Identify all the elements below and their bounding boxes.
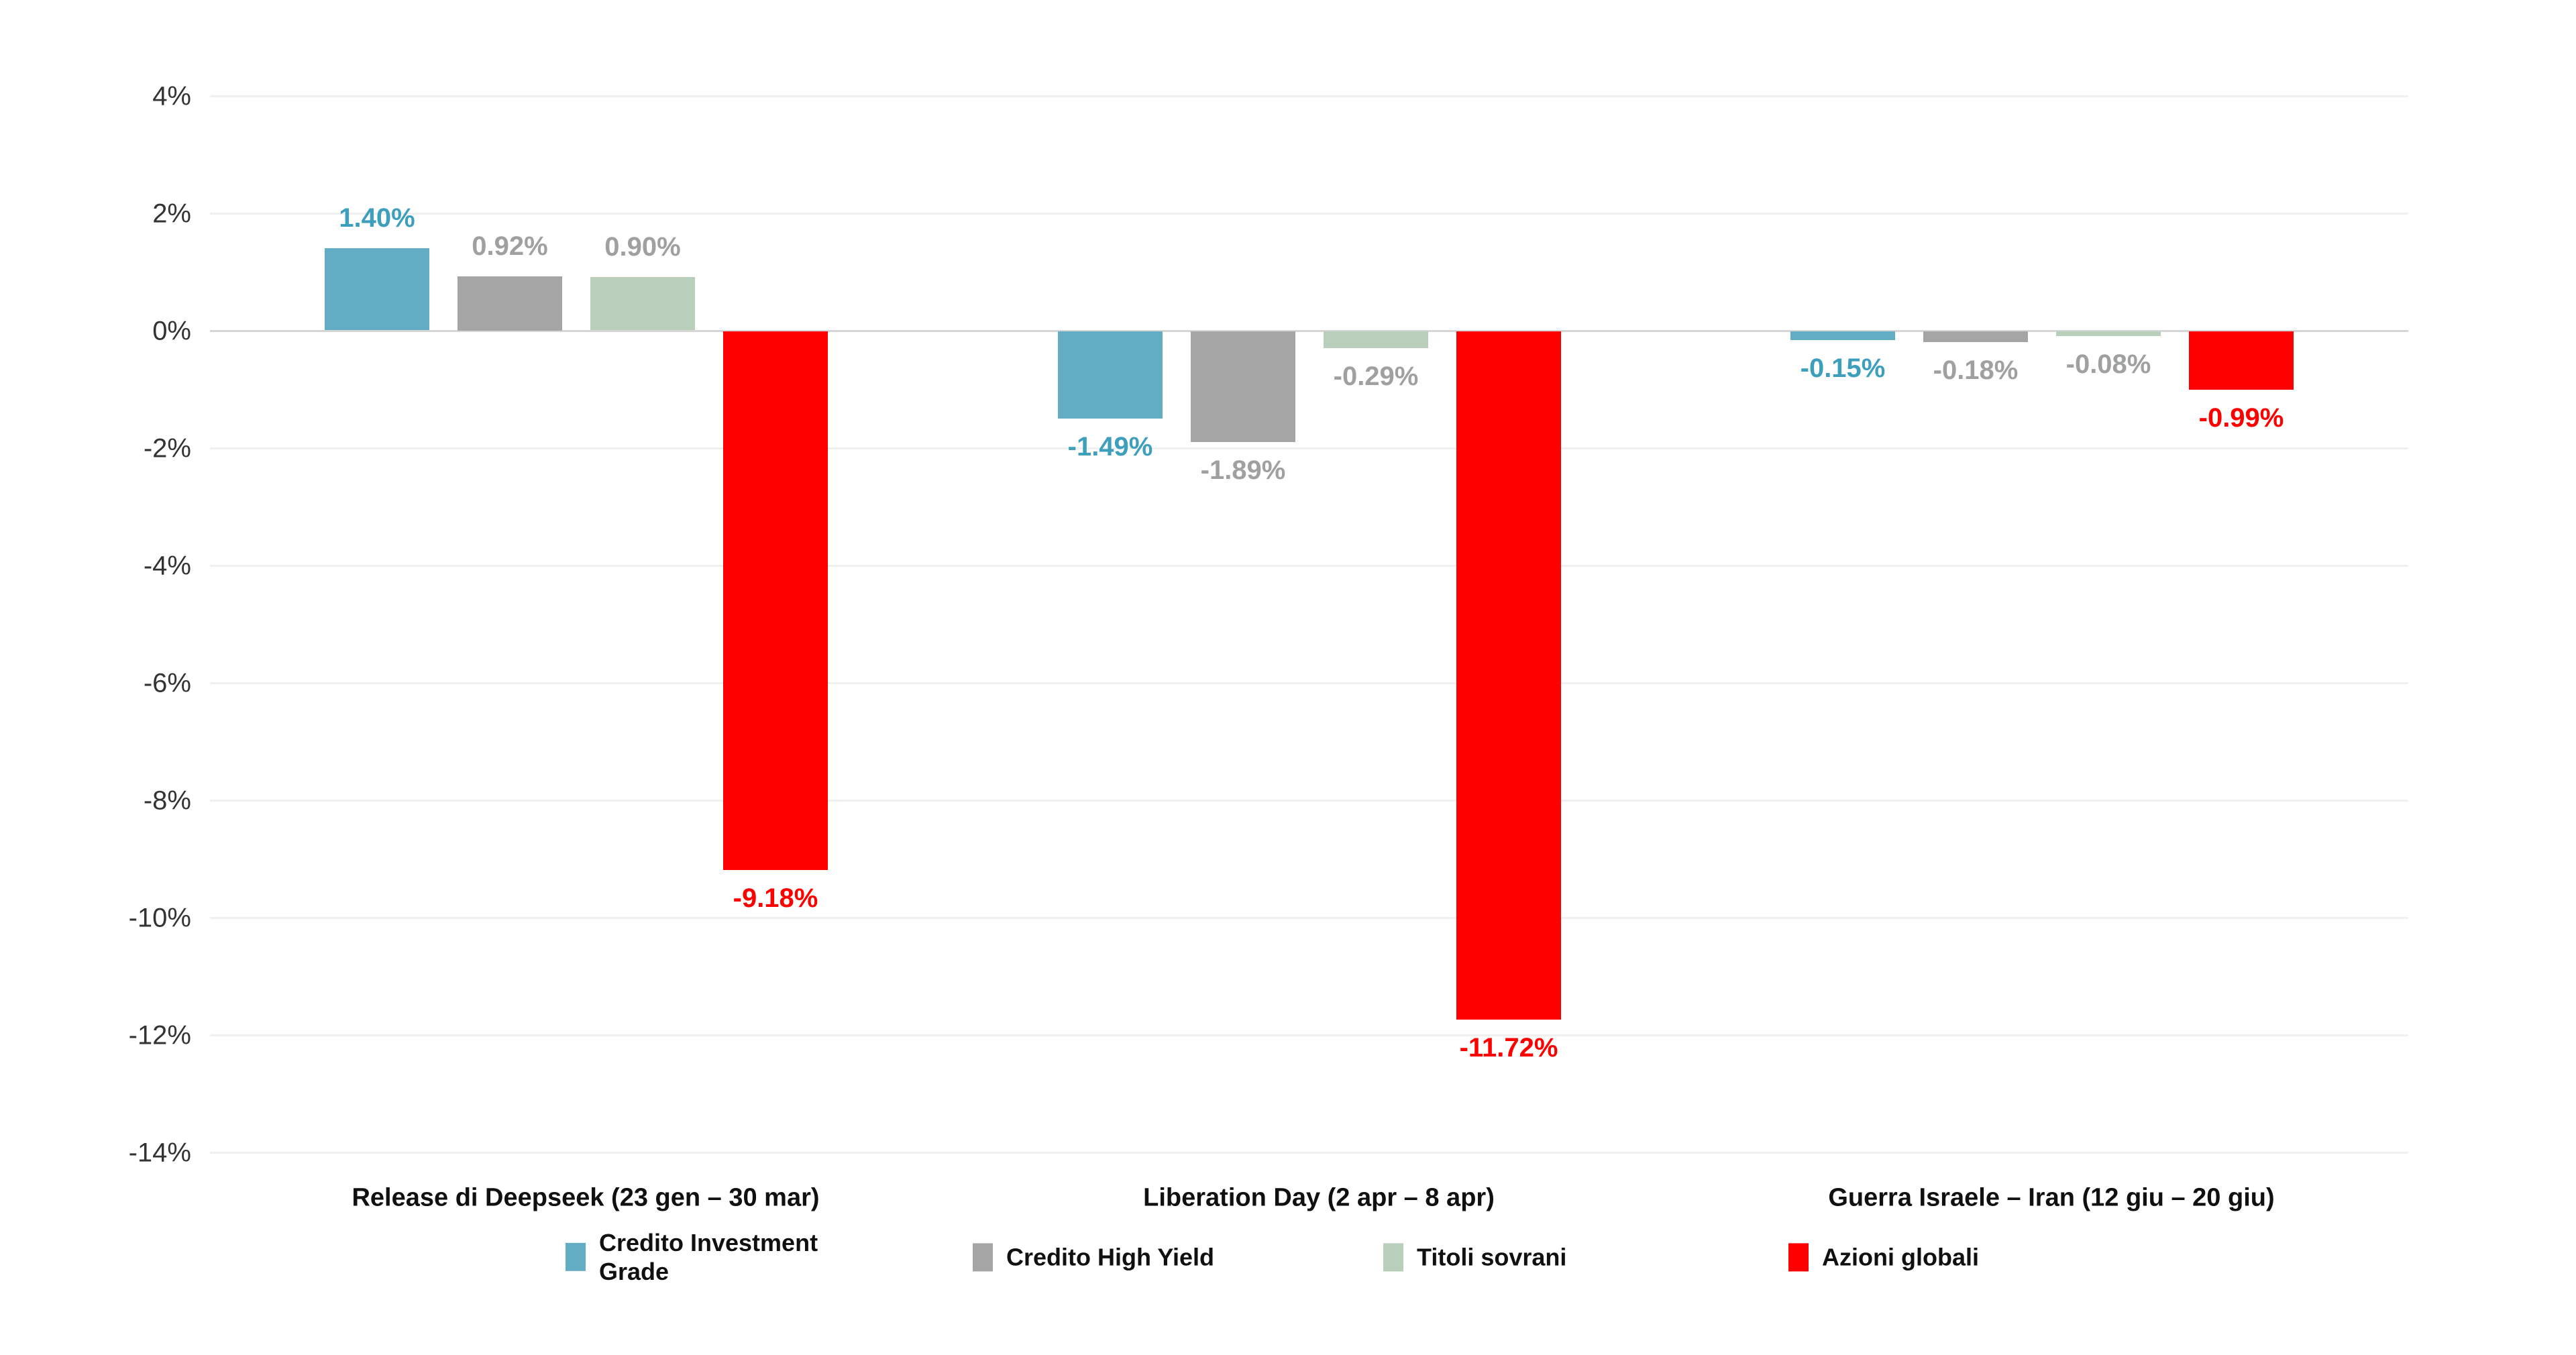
bar-value-label: -1.89% xyxy=(1200,455,1286,485)
legend-item: Titoli sovrani xyxy=(1383,1242,1566,1271)
legend-item: Credito High Yield xyxy=(973,1242,1214,1271)
y-tick-label: -6% xyxy=(143,668,191,698)
bar-value-label: -0.99% xyxy=(2198,403,2284,433)
gridline xyxy=(210,565,2408,567)
y-tick-label: -8% xyxy=(143,785,191,816)
y-tick-label: -10% xyxy=(128,903,191,933)
y-tick-label: -14% xyxy=(128,1138,191,1168)
bar xyxy=(723,331,828,870)
bar xyxy=(1191,331,1295,442)
legend-label: Credito High Yield xyxy=(1006,1243,1215,1271)
bar xyxy=(2056,331,2161,336)
gridline xyxy=(210,917,2408,919)
category-label: Liberation Day (2 apr – 8 apr) xyxy=(1143,1183,1495,1212)
y-tick-label: 4% xyxy=(152,81,191,111)
bar-value-label: -11.72% xyxy=(1459,1033,1558,1063)
bar xyxy=(458,276,562,331)
legend-label: Azioni globali xyxy=(1822,1243,1979,1271)
bar-value-label: -9.18% xyxy=(733,883,818,913)
bar xyxy=(1324,331,1428,348)
gridline xyxy=(210,800,2408,802)
bar xyxy=(1058,331,1163,419)
gridline xyxy=(210,1152,2408,1154)
gridline xyxy=(210,213,2408,215)
bar xyxy=(1790,331,1895,340)
bar xyxy=(1923,331,2028,342)
bar-value-label: 1.40% xyxy=(339,203,415,233)
bar xyxy=(590,277,695,330)
legend-marker xyxy=(566,1243,586,1271)
gridline xyxy=(210,682,2408,684)
zero-gridline xyxy=(210,330,2408,332)
y-tick-label: 0% xyxy=(152,316,191,346)
gridline xyxy=(210,95,2408,97)
gridline xyxy=(210,1034,2408,1036)
legend-label: Titoli sovrani xyxy=(1417,1243,1567,1271)
y-tick-label: 2% xyxy=(152,199,191,229)
gridline xyxy=(210,447,2408,449)
bar-value-label: -0.29% xyxy=(1333,362,1419,391)
bar-value-label: 0.92% xyxy=(472,231,548,261)
legend-item: Azioni globali xyxy=(1788,1242,1979,1271)
bar xyxy=(2189,331,2294,390)
bar xyxy=(1456,331,1561,1020)
legend-item: Credito Investment Grade xyxy=(566,1228,841,1286)
legend-marker xyxy=(1788,1243,1809,1271)
category-label: Release di Deepseek (23 gen – 30 mar) xyxy=(352,1183,820,1212)
legend-label: Credito Investment Grade xyxy=(599,1228,818,1285)
bar-value-label: -0.08% xyxy=(2065,349,2151,379)
bar-value-label: -0.18% xyxy=(1933,356,2019,385)
legend-marker xyxy=(1383,1243,1403,1271)
y-tick-label: -12% xyxy=(128,1020,191,1050)
bar xyxy=(325,248,429,330)
bar-value-label: -1.49% xyxy=(1067,432,1153,462)
bar-value-label: 0.90% xyxy=(604,232,681,262)
y-tick-label: -2% xyxy=(143,433,191,464)
bar-value-label: -0.15% xyxy=(1800,354,1886,383)
category-label: Guerra Israele – Iran (12 giu – 20 giu) xyxy=(1828,1183,2275,1212)
legend-marker xyxy=(973,1243,993,1271)
y-tick-label: -4% xyxy=(143,551,191,581)
